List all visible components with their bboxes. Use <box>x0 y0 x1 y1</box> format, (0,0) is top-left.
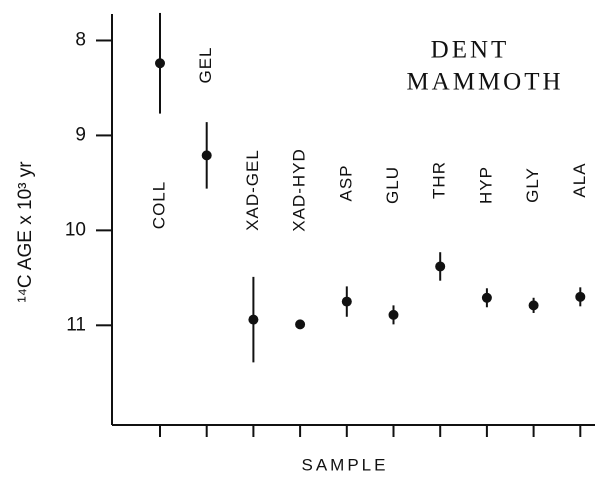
y-tick-label: 8 <box>75 29 86 50</box>
y-axis-label: ¹⁴C AGE x 10³ yr <box>15 161 36 303</box>
x-tick-label: GLY <box>523 167 542 203</box>
x-tick-label: XAD-GEL <box>243 149 262 231</box>
data-point <box>575 291 586 302</box>
data-point <box>388 309 399 320</box>
y-tick-label: 11 <box>66 314 86 335</box>
data-point <box>528 300 539 311</box>
data-point <box>481 292 492 303</box>
x-tick-label: ALA <box>570 162 589 197</box>
data-point <box>435 261 446 272</box>
x-tick-label: GEL <box>196 46 215 83</box>
x-tick-label: GLU <box>383 166 402 204</box>
y-tick-label: 10 <box>65 219 86 240</box>
y-tick-label: 9 <box>75 124 86 145</box>
data-point <box>295 319 306 330</box>
chart-title: MAMMOTH <box>406 69 563 96</box>
x-axis-label: SAMPLE <box>302 455 389 474</box>
x-tick-label: THR <box>430 161 449 199</box>
x-tick-label: XAD-HYD <box>290 148 309 232</box>
x-tick-label: COLL <box>149 181 168 229</box>
data-point <box>155 58 165 69</box>
data-point <box>201 150 212 161</box>
chart-title: DENT <box>431 37 510 64</box>
data-point <box>341 296 352 307</box>
x-tick-label: HYP <box>476 166 495 204</box>
data-point <box>248 314 259 325</box>
x-tick-label: ASP <box>336 164 355 201</box>
